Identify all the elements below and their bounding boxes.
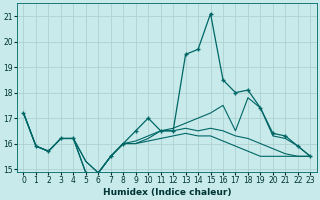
X-axis label: Humidex (Indice chaleur): Humidex (Indice chaleur) (103, 188, 231, 197)
